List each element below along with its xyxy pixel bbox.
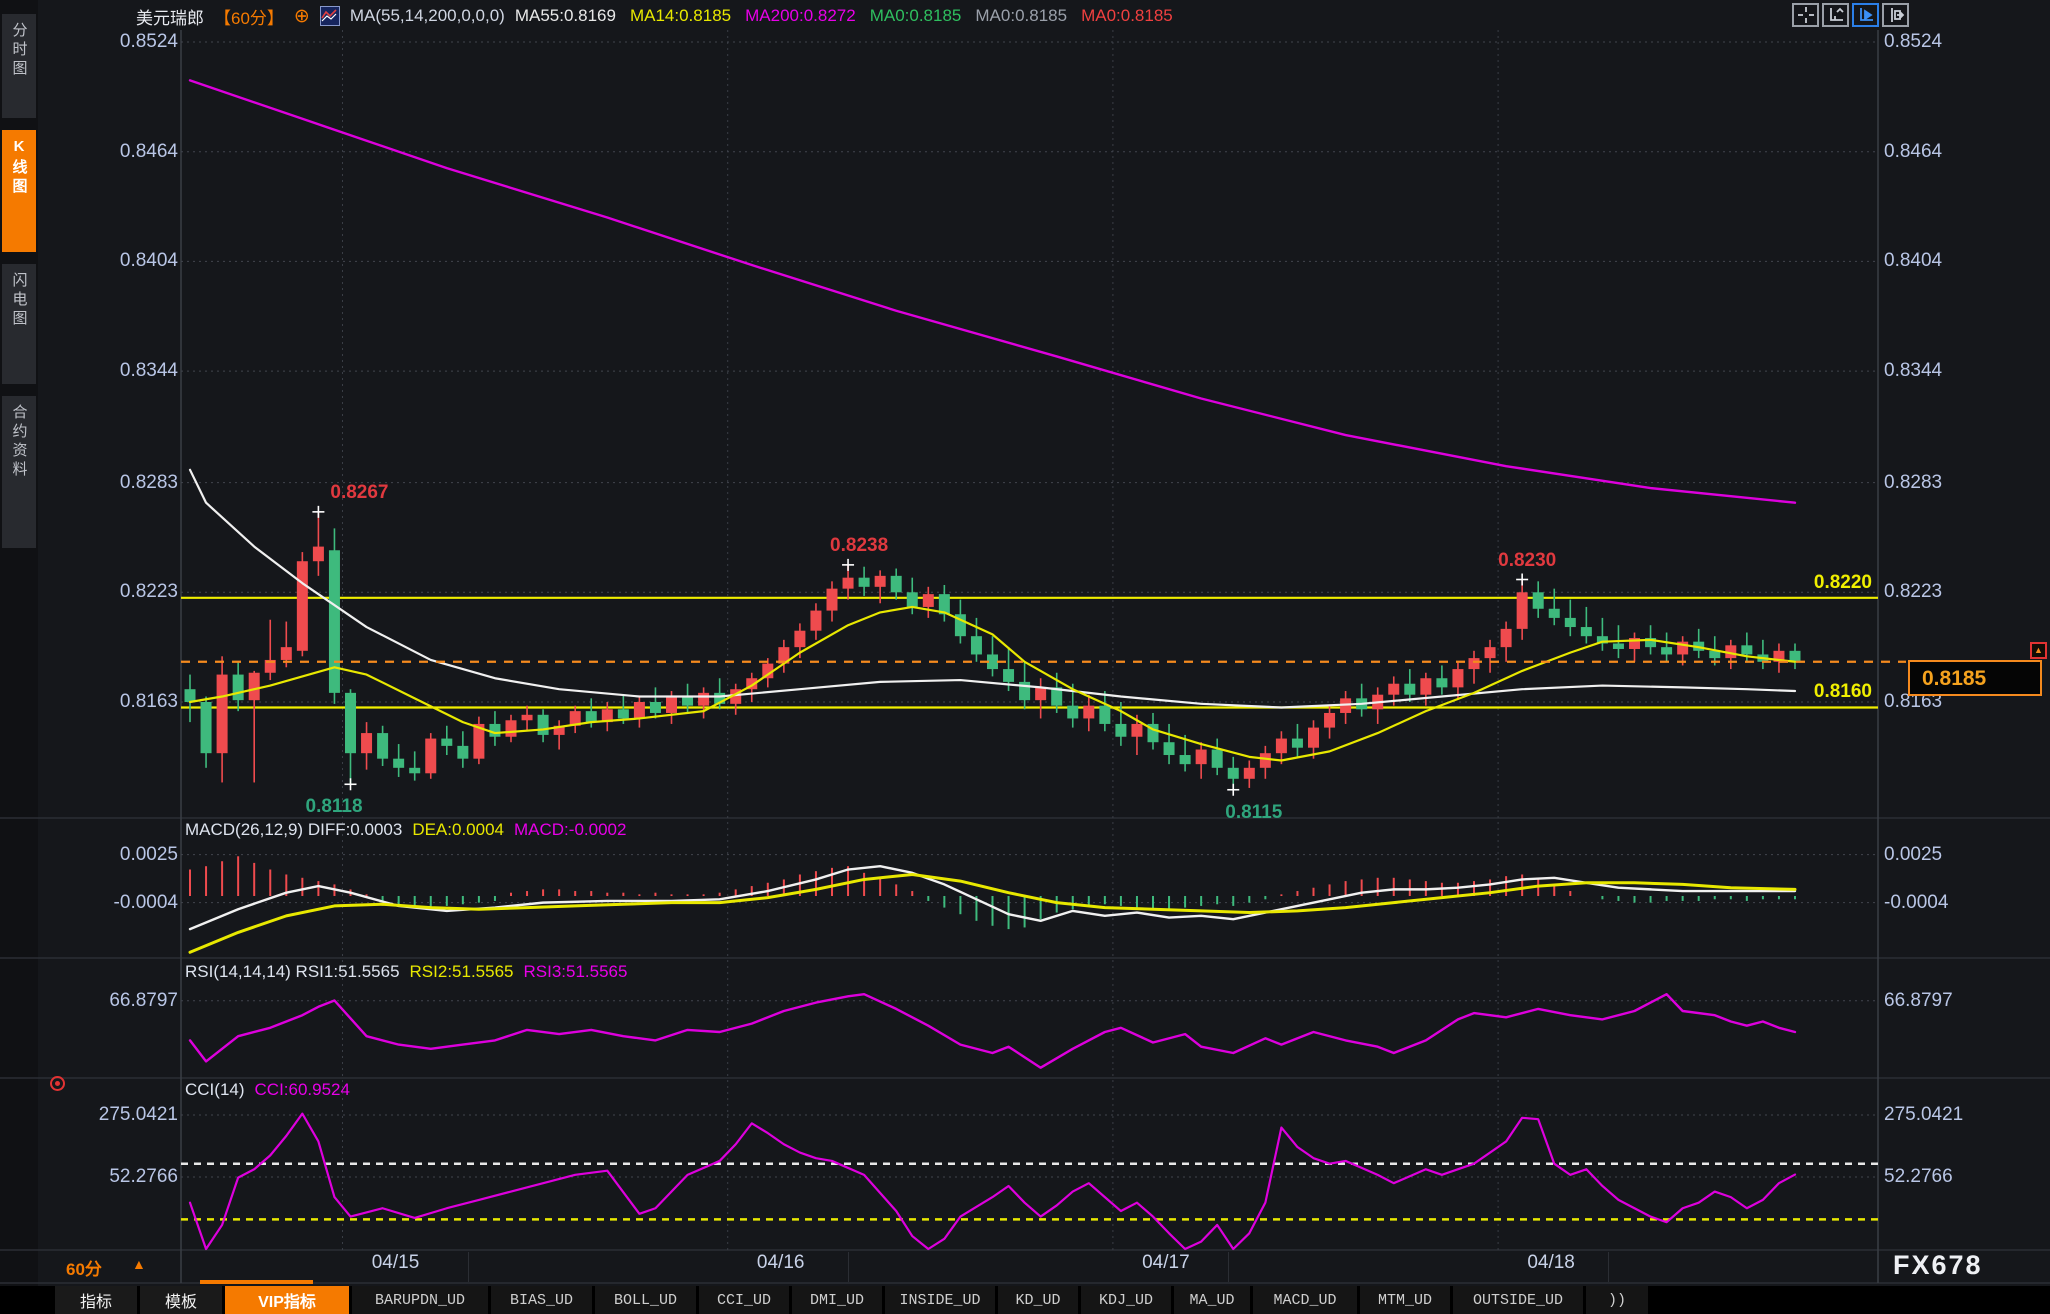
sidebar-item-label: 闪电图 (10, 272, 28, 329)
toolbar-tab-11[interactable]: KDJ_UD (1081, 1286, 1171, 1314)
collapse-right-icon[interactable] (1882, 3, 1909, 27)
chart-header: 美元瑞郎 【60分】 ⊕ MA(55,14,200,0,0,0) MA55:0.… (136, 4, 1187, 28)
ma-indicator-icon (319, 6, 340, 26)
ma-value-label: MA14:0.8185 (629, 6, 732, 25)
toolbar-tab-10[interactable]: KD_UD (998, 1286, 1078, 1314)
toolbar-tab-15[interactable]: OUTSIDE_UD (1453, 1286, 1583, 1314)
crosshair-icon[interactable] (1792, 3, 1819, 27)
sidebar-item-1[interactable]: 分时图 (2, 14, 36, 118)
indicator-tab-bar: 指标 模板 VIP指标 BARUPDN_UD BIAS_UD BOLL_UD CCI_UD D… (0, 1286, 2050, 1314)
toolbar-tab-16[interactable]: )) (1586, 1286, 1648, 1314)
toolbar-tab-2[interactable]: 模板 (140, 1286, 222, 1314)
ma-value-label: MA0:0.8185 (1081, 6, 1173, 25)
toolbar-tab-4[interactable]: BARUPDN_UD (352, 1286, 488, 1314)
symbol-title: 美元瑞郎 (136, 8, 204, 28)
chart-toolbar-icons (1792, 3, 1909, 27)
ma-value-label: MA0:0.8185 (869, 6, 962, 25)
axis-play-icon[interactable] (1852, 3, 1879, 27)
add-indicator-icon[interactable]: ⊕ (293, 5, 310, 27)
sidebar-item-label: 分时图 (10, 22, 28, 79)
sidebar-item-3[interactable]: 闪电图 (2, 264, 36, 384)
sidebar-item-label: K线图 (10, 138, 28, 197)
toolbar-tab-5[interactable]: BIAS_UD (491, 1286, 592, 1314)
toolbar-tab-14[interactable]: MTM_UD (1360, 1286, 1450, 1314)
ma-value-label: MA0:0.8185 (975, 6, 1068, 25)
left-sidebar: 分时图 K线图闪电图合约资料 (0, 0, 38, 1314)
ma-values: MA55:0.8169 MA14:0.8185 MA200:0.8272 MA0:0.… (515, 6, 1187, 26)
toolbar-tab-1[interactable]: 指标 (55, 1286, 137, 1314)
ma-value-label: MA55:0.8169 (514, 6, 616, 25)
toolbar-tab-3[interactable]: VIP指标 (225, 1286, 349, 1314)
axis-scale-icon[interactable] (1822, 3, 1849, 27)
ma-settings-label: MA(55,14,200,0,0,0) (349, 6, 505, 25)
toolbar-tab-7[interactable]: CCI_UD (699, 1286, 789, 1314)
ma-value-label: MA200:0.8272 (745, 6, 856, 25)
toolbar-tab-13[interactable]: MACD_UD (1253, 1286, 1357, 1314)
toolbar-tab-8[interactable]: DMI_UD (792, 1286, 882, 1314)
sidebar-item-label: 合约资料 (10, 404, 28, 480)
toolbar-tab-6[interactable]: BOLL_UD (595, 1286, 696, 1314)
sidebar-item-2[interactable]: K线图 (2, 130, 36, 252)
toolbar-tab-9[interactable]: INSIDE_UD (885, 1286, 995, 1314)
timeframe-label[interactable]: 【60分】 (214, 8, 284, 28)
sidebar-item-4[interactable]: 合约资料 (2, 396, 36, 548)
toolbar-tab-12[interactable]: MA_UD (1174, 1286, 1250, 1314)
